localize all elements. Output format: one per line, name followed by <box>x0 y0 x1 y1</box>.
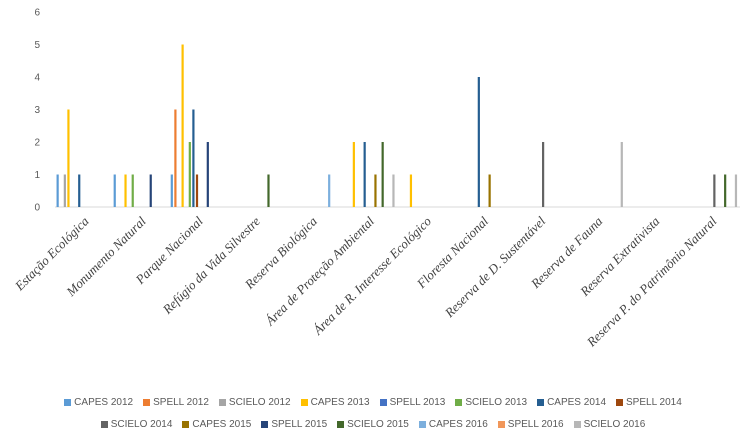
legend-label: SCIELO 2015 <box>347 419 409 430</box>
legend-swatch <box>182 421 190 428</box>
legend-swatch <box>261 421 269 428</box>
bar <box>363 142 366 207</box>
bar <box>170 174 173 207</box>
legend-item: SPELL 2016 <box>497 419 564 430</box>
y-tick-label: 3 <box>34 105 40 116</box>
legend-label: SCIELO 2014 <box>110 419 173 430</box>
bar <box>713 174 716 207</box>
legend-item: SPELL 2014 <box>616 397 682 408</box>
legend-swatch <box>218 399 226 406</box>
y-tick-label: 6 <box>34 8 40 19</box>
legend-item: SPELL 2015 <box>261 419 327 430</box>
bar <box>392 174 395 207</box>
legend-item: CAPES 2016 <box>418 419 488 430</box>
bar <box>188 142 191 207</box>
legend-item: SPELL 2012 <box>143 397 209 408</box>
bar <box>149 174 152 207</box>
bar <box>620 142 623 207</box>
bar <box>542 142 545 207</box>
legend-item: SCIELO 2014 <box>100 419 173 430</box>
bar <box>63 174 66 207</box>
x-tick-label: Reserva de D. Sustentável <box>441 213 549 321</box>
bar <box>374 174 377 207</box>
y-tick-label: 5 <box>34 40 40 51</box>
y-axis: 0 1 2 3 4 5 6 <box>34 8 40 214</box>
legend-label: SPELL 2014 <box>626 397 682 408</box>
legend-label: CAPES 2012 <box>74 397 134 408</box>
x-tick-label: Área de R. Interesse Ecológico <box>309 213 434 338</box>
bar <box>409 174 413 207</box>
bar <box>328 174 331 207</box>
legend-label: SPELL 2012 <box>153 397 209 408</box>
legend-label: CAPES 2015 <box>192 419 252 430</box>
bar <box>206 142 209 207</box>
y-tick-label: 4 <box>34 73 40 84</box>
legend-item: CAPES 2014 <box>537 397 606 408</box>
legend-item: CAPES 2013 <box>300 397 370 408</box>
bar <box>267 174 270 207</box>
legend-label: SCIELO 2012 <box>228 397 291 408</box>
legend-label: SPELL 2015 <box>271 419 328 430</box>
legend-label: SPELL 2013 <box>389 397 446 408</box>
bar <box>381 142 384 207</box>
legend-item: CAPES 2015 <box>182 419 251 430</box>
legend-swatch <box>100 421 108 428</box>
legend-item: SCIELO 2016 <box>573 419 646 430</box>
x-tick-label: Área de Proteção Ambiental <box>262 213 378 329</box>
bar <box>124 174 127 207</box>
bar <box>195 174 199 207</box>
legend-label: CAPES 2013 <box>310 397 370 408</box>
legend-swatch <box>616 399 624 406</box>
y-tick-label: 2 <box>34 138 40 149</box>
legend-swatch <box>337 421 345 428</box>
bar <box>734 174 738 207</box>
bar <box>131 174 134 207</box>
legend-row-2: SCIELO 2014 CAPES 2015 SPELL 2015 SCIELO 20… <box>0 419 746 430</box>
legend-item: SPELL 2013 <box>379 397 446 408</box>
legend-item: SCIELO 2013 <box>455 397 527 408</box>
legend-label: SCIELO 2013 <box>465 397 528 408</box>
bar <box>78 174 81 207</box>
bar <box>67 109 70 207</box>
legend-label: SCIELO 2016 <box>583 419 646 430</box>
legend-item: SCIELO 2015 <box>337 419 409 430</box>
y-tick-label: 1 <box>34 170 40 181</box>
bar <box>477 77 480 207</box>
x-tick-label: Refúgio da Vida Silvestre <box>159 213 263 317</box>
legend-swatch <box>418 421 426 428</box>
legend-swatch <box>497 421 505 428</box>
bar <box>181 44 184 207</box>
legend-item: CAPES 2012 <box>64 397 133 408</box>
y-tick-label: 0 <box>34 203 40 214</box>
legend-swatch <box>300 399 308 406</box>
bar <box>192 109 195 207</box>
bars <box>56 44 738 207</box>
bar <box>56 174 59 207</box>
bar <box>174 109 177 207</box>
legend-label: CAPES 2016 <box>428 419 488 430</box>
bar <box>352 142 355 207</box>
bar <box>488 174 491 207</box>
legend-swatch <box>64 399 72 406</box>
legend-swatch <box>573 421 581 428</box>
legend-label: CAPES 2014 <box>547 397 607 408</box>
legend-label: SPELL 2016 <box>507 419 564 430</box>
bar <box>724 174 727 207</box>
legend-swatch <box>537 399 545 406</box>
legend-row-1: CAPES 2012 SPELL 2012 SCIELO 2012 CAPES 201… <box>0 397 746 408</box>
legend-swatch <box>455 399 463 406</box>
legend-swatch <box>143 399 151 406</box>
legend-swatch <box>379 399 387 406</box>
legend-item: SCIELO 2012 <box>218 397 291 408</box>
bar <box>113 174 116 207</box>
